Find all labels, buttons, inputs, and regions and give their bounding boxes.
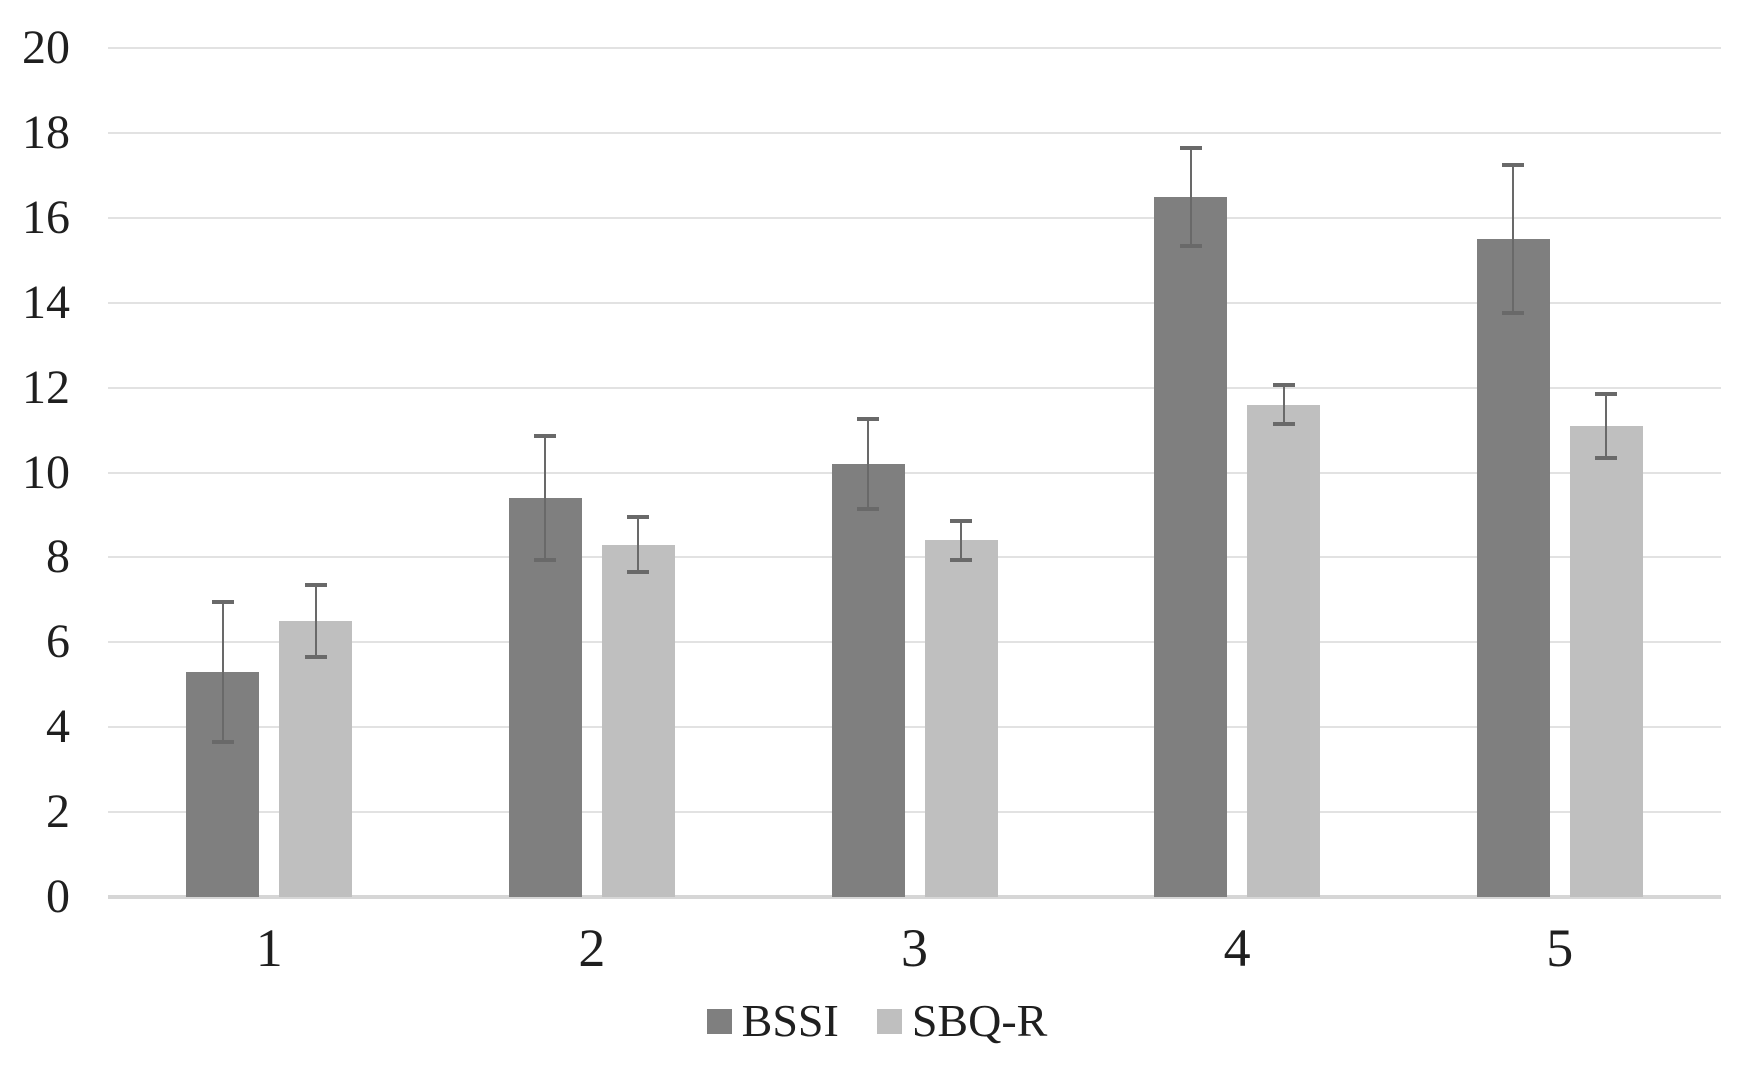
legend: BSSI SBQ-R [0,998,1754,1044]
y-tick-label-2: 2 [46,785,70,839]
error-stem [960,519,962,562]
y-tick-label-14: 14 [22,275,70,329]
bar-bssi-cat3 [831,464,905,897]
error-stem [1605,391,1608,460]
gridline-y20 [108,47,1721,49]
bar-sbqr-cat2 [601,544,675,897]
bar-bssi-cat2 [508,497,582,897]
error-bar-sbqr-cat5 [1595,391,1618,460]
legend-swatch-sbqr-icon [876,1008,902,1034]
error-bar-bssi-cat5 [1502,162,1525,316]
error-stem [637,514,640,575]
x-tick-label-1: 1 [255,918,283,978]
y-tick-label-12: 12 [22,360,70,414]
y-tick-label-18: 18 [22,105,70,159]
y-tick-label-16: 16 [22,190,70,244]
gridline-y18 [108,131,1721,134]
legend-swatch-bssi-icon [706,1008,732,1034]
y-axis-tick-labels: 0 2 4 6 8 10 12 14 16 18 20 [0,0,70,1068]
error-bar-sbqr-cat3 [950,519,972,562]
x-tick-label-3: 3 [900,918,928,978]
y-tick-label-10: 10 [22,445,70,499]
error-bar-sbqr-cat4 [1272,383,1295,426]
x-tick-label-5: 5 [1546,918,1574,978]
bar-sbqr-cat3 [924,540,998,897]
bar-bssi-cat5 [1476,239,1550,897]
gridline-y8 [108,556,1721,559]
error-stem [1189,145,1192,248]
error-stem [867,417,869,511]
error-stem [544,434,547,562]
x-tick-label-2: 2 [578,918,606,978]
bar-sbqr-cat4 [1247,404,1321,897]
error-bar-bssi-cat2 [534,434,557,562]
error-bar-bssi-cat3 [857,417,879,511]
gridline-y10 [108,471,1721,474]
bar-sbqr-cat5 [1569,425,1643,897]
y-tick-label-0: 0 [46,870,70,923]
plot-area [108,47,1721,899]
y-tick-label-20: 20 [22,21,70,74]
error-bar-bssi-cat4 [1179,145,1202,248]
bar-sbqr-cat1 [279,621,353,897]
error-bar-sbqr-cat1 [304,582,327,660]
legend-label-bssi: BSSI [741,995,839,1046]
error-bar-bssi-cat1 [211,599,234,745]
gridline-y12 [108,386,1721,389]
gridline-y6 [108,641,1721,644]
error-stem [314,582,317,660]
y-tick-label-8: 8 [46,530,70,584]
gridline-y4 [108,726,1721,729]
error-stem [1282,383,1285,426]
error-bar-sbqr-cat2 [627,514,650,575]
error-stem [221,599,224,745]
gridline-y2 [108,811,1721,814]
y-tick-label-4: 4 [46,700,70,754]
legend-label-sbqr: SBQ-R [911,995,1048,1046]
gridline-y16 [108,216,1721,219]
bar-bssi-cat4 [1154,196,1228,897]
x-tick-label-4: 4 [1223,918,1251,978]
gridline-y14 [108,301,1721,304]
legend-item-bssi: BSSI [706,995,839,1046]
y-tick-label-6: 6 [46,615,70,669]
x-axis-line [108,895,1721,899]
error-stem [1512,162,1515,316]
x-axis-tick-labels: 1 2 3 4 5 [108,918,1721,988]
legend-item-sbqr: SBQ-R [876,995,1048,1046]
